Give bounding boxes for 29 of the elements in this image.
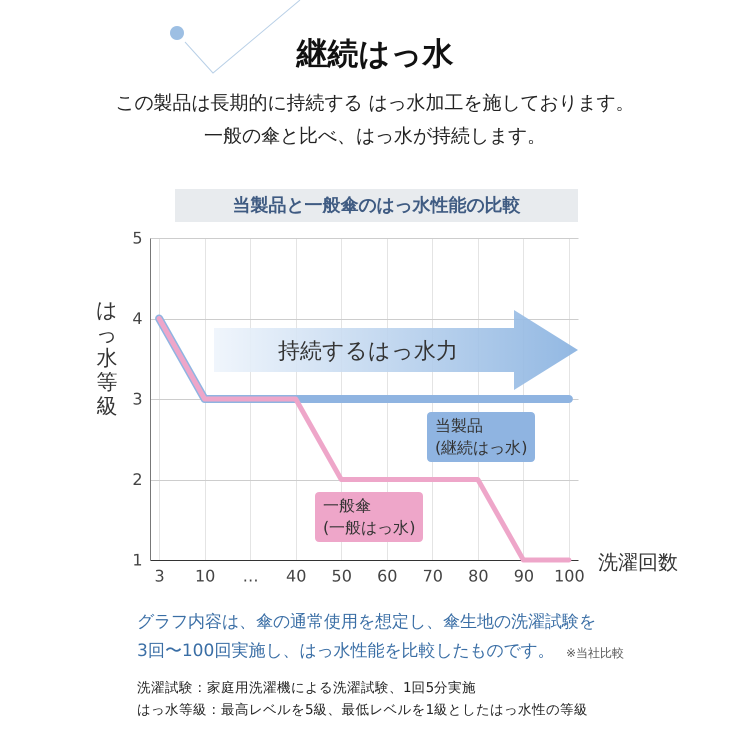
x-tick-label: 40 <box>286 566 306 586</box>
text: 洗濯試験：家庭用洗濯機による洗濯試験、1回5分実施 <box>137 679 476 697</box>
y-tick-label: 5 <box>132 228 142 248</box>
x-tick-label: 50 <box>332 566 352 586</box>
x-tick-label: 100 <box>554 566 585 586</box>
annotation: 持続するはっ水力 <box>277 338 459 366</box>
text: 当製品と一般傘のはっ水性能の比較 <box>175 189 578 222</box>
chart-subtitle: この製品は長期的に持続する はっ水加工を施しております。 <box>114 91 636 116</box>
chart-title: 継続はっ水 <box>294 35 454 74</box>
series-label: 当製品 (継続はっ水) <box>427 412 536 462</box>
series-label: 一般傘 (一般はっ水) <box>315 492 424 542</box>
text: ※当社比較 <box>566 645 624 662</box>
text: 一般の傘と比べ、はっ水が持続します。 <box>203 124 547 149</box>
x-tick-label: 60 <box>377 566 398 586</box>
x-tick-label: 70 <box>422 566 443 586</box>
x-tick-label: 10 <box>194 566 216 586</box>
x-tick-label: 90 <box>514 566 534 586</box>
text: グラフ内容は、傘の通常使用を想定し、傘生地の洗濯試験を <box>137 611 596 634</box>
x-tick-label: 80 <box>468 566 489 586</box>
x-axis-title: 洗濯回数 <box>598 549 678 576</box>
text: 3回〜100回実施し、はっ水性能を比較したものです。 <box>137 640 554 663</box>
x-tick-label: … <box>242 566 259 586</box>
y-tick-label: 3 <box>132 390 142 408</box>
text: はっ水等級：最高レベルを5級、最低レベルを1級としたはっ水性の等級 <box>137 701 588 719</box>
y-axis-title: はっ水等級 <box>95 298 119 418</box>
y-tick-label: 2 <box>132 470 142 489</box>
x-tick-label: 3 <box>154 566 165 586</box>
y-tick-label: 4 <box>132 309 142 328</box>
y-tick-label: 1 <box>132 550 142 570</box>
